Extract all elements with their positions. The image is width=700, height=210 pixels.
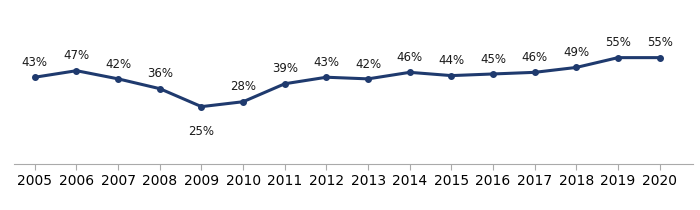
Text: 36%: 36%	[147, 67, 173, 80]
Text: 25%: 25%	[188, 125, 214, 138]
Text: 45%: 45%	[480, 53, 506, 66]
Text: 42%: 42%	[105, 58, 131, 71]
Text: 43%: 43%	[314, 56, 340, 69]
Text: 55%: 55%	[605, 36, 631, 49]
Text: 28%: 28%	[230, 80, 256, 93]
Text: 42%: 42%	[355, 58, 381, 71]
Text: 39%: 39%	[272, 62, 298, 75]
Text: 47%: 47%	[64, 49, 90, 62]
Text: 43%: 43%	[22, 56, 48, 69]
Text: 49%: 49%	[564, 46, 589, 59]
Text: 46%: 46%	[397, 51, 423, 64]
Text: 55%: 55%	[647, 36, 673, 49]
Text: 46%: 46%	[522, 51, 548, 64]
Text: 44%: 44%	[438, 54, 465, 67]
